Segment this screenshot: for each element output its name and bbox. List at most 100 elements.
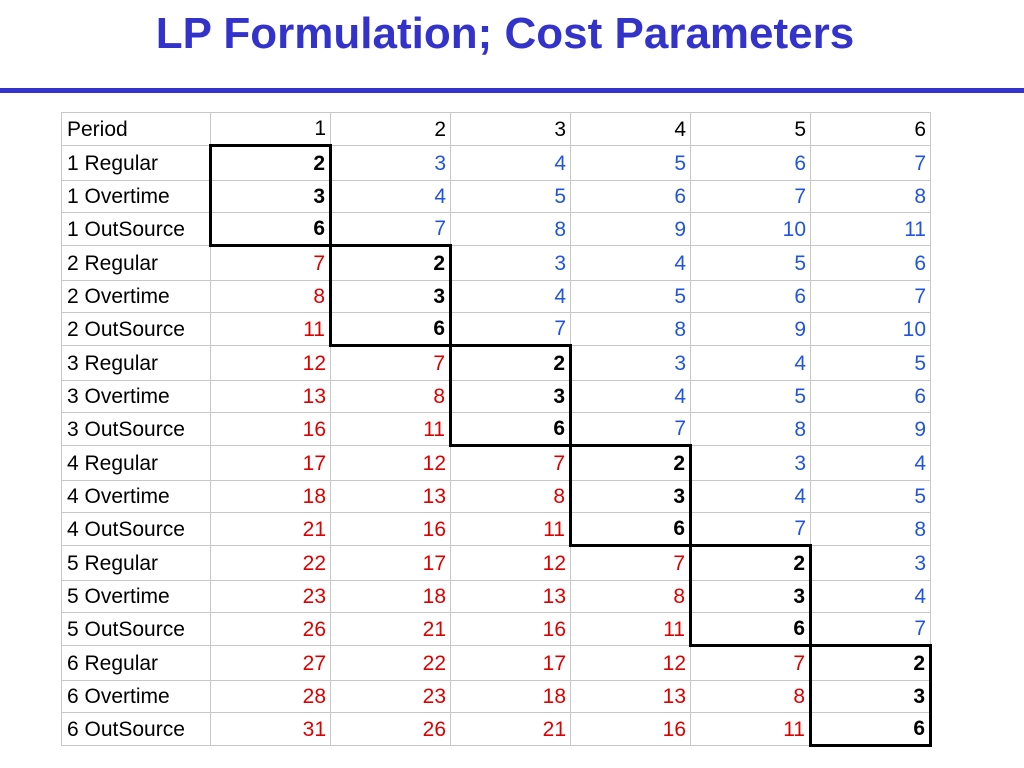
cost-cell: 4 (450, 280, 571, 313)
cost-cell: 12 (570, 645, 691, 681)
cost-cell: 3 (570, 345, 691, 381)
cost-cell: 31 (210, 712, 331, 746)
row-label: 6 Regular (61, 645, 211, 681)
cost-cell: 17 (450, 645, 571, 681)
cost-cell: 6 (810, 245, 931, 281)
cost-cell: 11 (210, 312, 331, 346)
cost-cell: 7 (690, 180, 811, 213)
cost-cell: 22 (330, 645, 451, 681)
cost-cell: 4 (570, 245, 691, 281)
header-period-3: 3 (450, 112, 571, 146)
cost-cell: 8 (810, 180, 931, 213)
cost-cell: 7 (210, 245, 331, 281)
cost-cell: 4 (330, 180, 451, 213)
cost-cell: 7 (690, 645, 811, 681)
table-row: 3 Overtime 13 8 3 4 5 6 (61, 380, 931, 413)
cost-cell: 11 (330, 412, 451, 446)
table-row: 2 OutSource 11 6 7 8 9 10 (61, 312, 931, 347)
cost-table: Period 1 2 3 4 5 6 1 Regular 2 3 4 5 6 7 1 Overtime 3 4 5… (61, 112, 932, 747)
cost-cell: 23 (330, 680, 451, 713)
cost-cell: 3 (330, 145, 451, 181)
table-row: 6 Overtime 28 23 18 13 8 3 (61, 680, 932, 713)
table-row: 5 Regular 22 17 12 7 2 3 (61, 544, 931, 581)
row-label: 3 Overtime (61, 380, 211, 413)
cost-cell: 11 (690, 712, 811, 746)
cost-cell: 12 (330, 445, 451, 481)
cost-cell: 7 (450, 312, 571, 346)
cost-cell: 4 (810, 580, 931, 613)
table-row: 4 OutSource 21 16 11 6 7 8 (61, 512, 931, 547)
cost-cell: 7 (570, 545, 691, 581)
cost-cell: 6 (810, 380, 931, 413)
cost-cell: 27 (210, 645, 331, 681)
cost-cell: 16 (450, 612, 571, 646)
cost-cell: 8 (450, 480, 571, 513)
cost-cell: 6 (690, 145, 811, 181)
table-row: 2 Overtime 8 3 4 5 6 7 (61, 280, 931, 313)
cost-cell: 4 (450, 145, 571, 181)
row-label: 1 Regular (61, 145, 211, 181)
row-label: 6 Overtime (61, 680, 211, 713)
table-row: 2 Regular 7 2 3 4 5 6 (61, 244, 931, 281)
cost-cell: 9 (810, 412, 931, 446)
cost-cell: 12 (450, 545, 571, 581)
cost-cell: 17 (330, 545, 451, 581)
cost-cell: 4 (690, 345, 811, 381)
cost-cell: 4 (810, 445, 931, 481)
header-period-6: 6 (810, 112, 931, 146)
cost-cell: 7 (330, 212, 451, 246)
cost-cell: 12 (210, 345, 331, 381)
cost-cell: 6 (570, 180, 691, 213)
cost-cell: 13 (330, 480, 451, 513)
cost-cell: 5 (810, 345, 931, 381)
cost-cell: 3 (690, 445, 811, 481)
header-period-4: 4 (570, 112, 691, 146)
cost-cell: 5 (690, 380, 811, 413)
cost-cell: 6 (689, 612, 812, 647)
cost-cell: 21 (450, 712, 571, 746)
cost-table-body: Period 1 2 3 4 5 6 1 Regular 2 3 4 5 6 7 1 Overtime 3 4 5… (61, 112, 932, 747)
table-row: 1 Overtime 3 4 5 6 7 8 (61, 180, 931, 213)
cost-cell: 21 (210, 512, 331, 546)
row-label: 4 Overtime (61, 480, 211, 513)
row-label: 5 Overtime (61, 580, 211, 613)
cost-cell: 11 (570, 612, 691, 646)
table-row: 1 Regular 2 3 4 5 6 7 (61, 144, 931, 181)
cost-cell: 2 (689, 544, 812, 581)
cost-cell: 16 (570, 712, 691, 746)
cost-cell: 18 (330, 580, 451, 613)
row-label: 5 Regular (61, 545, 211, 581)
cost-cell: 3 (209, 180, 332, 213)
cost-cell: 11 (810, 212, 931, 246)
row-label: 1 OutSource (61, 212, 211, 246)
row-label: 2 OutSource (61, 312, 211, 346)
cost-cell: 6 (449, 412, 572, 447)
cost-cell: 10 (810, 312, 931, 346)
cost-cell: 9 (570, 212, 691, 246)
cost-cell: 28 (210, 680, 331, 713)
cost-cell: 8 (330, 380, 451, 413)
cost-cell: 11 (450, 512, 571, 546)
cost-cell: 16 (210, 412, 331, 446)
cost-cell: 7 (570, 412, 691, 446)
row-label: 3 OutSource (61, 412, 211, 446)
cost-cell: 8 (690, 412, 811, 446)
cost-cell: 4 (690, 480, 811, 513)
cost-cell: 26 (330, 712, 451, 746)
cost-cell: 8 (210, 280, 331, 313)
cost-cell: 3 (809, 680, 932, 713)
cost-cell: 3 (449, 380, 572, 413)
cost-cell: 23 (210, 580, 331, 613)
table-row: 4 Overtime 18 13 8 3 4 5 (61, 480, 931, 513)
cost-cell: 5 (690, 245, 811, 281)
cost-cell: 8 (570, 580, 691, 613)
table-row: 5 Overtime 23 18 13 8 3 4 (61, 580, 931, 613)
row-label: 6 OutSource (61, 712, 211, 746)
table-row: 5 OutSource 26 21 16 11 6 7 (61, 612, 931, 647)
cost-cell: 6 (209, 212, 332, 247)
header-period-1: 1 (210, 112, 331, 146)
cost-cell: 8 (450, 212, 571, 246)
row-label: 1 Overtime (61, 180, 211, 213)
cost-cell: 17 (210, 445, 331, 481)
cost-cell: 13 (570, 680, 691, 713)
